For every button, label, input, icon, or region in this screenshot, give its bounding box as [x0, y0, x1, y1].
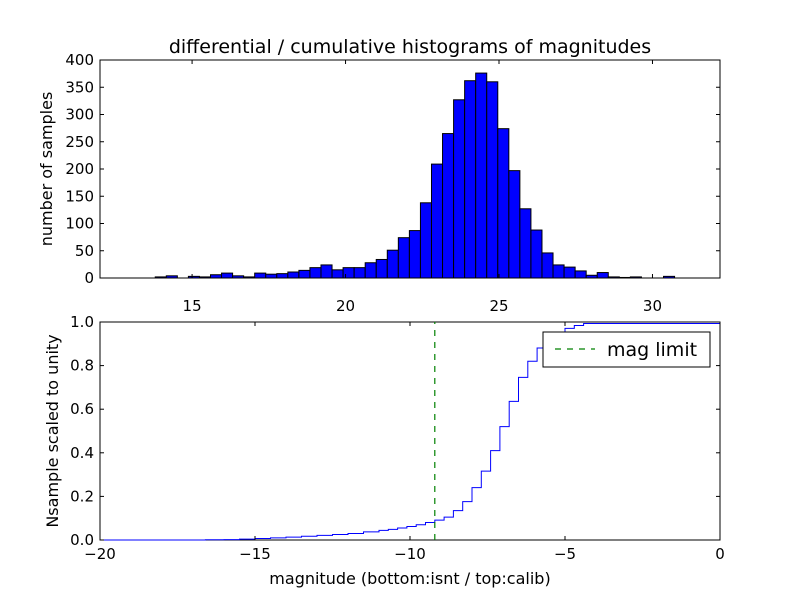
histogram-bar: [331, 269, 344, 279]
x-tick-label: 0: [715, 545, 725, 563]
histogram-bar: [276, 273, 289, 279]
legend: mag limit: [542, 331, 711, 368]
cumulative-step-line: [100, 322, 721, 541]
bottom-y-axis-label: Nsample scaled to unity: [43, 334, 62, 527]
chart-title: differential / cumulative histograms of …: [169, 36, 651, 58]
histogram-bar: [187, 275, 200, 279]
histogram-bar: [287, 271, 300, 279]
y-tick-label: 0.2: [70, 487, 94, 505]
y-tick-label: 250: [65, 133, 94, 151]
y-tick-label: 400: [65, 51, 94, 69]
x-tick-label: −15: [239, 545, 271, 563]
top-y-axis-label: number of samples: [37, 92, 56, 247]
x-tick-label: −5: [554, 545, 576, 563]
y-tick-label: 1.0: [70, 313, 94, 331]
histogram-bar: [629, 276, 642, 279]
histogram-bar: [618, 276, 631, 279]
histogram-bar: [298, 269, 311, 279]
histogram-bar: [232, 275, 245, 279]
histogram-bar: [541, 252, 554, 279]
histogram-bar: [552, 264, 565, 279]
histogram-bar: [464, 80, 477, 279]
histogram-bar: [320, 264, 333, 279]
y-tick-label: 50: [75, 242, 94, 260]
histogram-bar: [453, 99, 466, 279]
histogram-bar: [408, 230, 421, 279]
y-tick-label: 0.0: [70, 531, 94, 549]
y-tick-label: 350: [65, 78, 94, 96]
histogram-bar: [165, 275, 178, 279]
histogram-bar: [243, 276, 256, 279]
histogram-bar: [530, 229, 543, 279]
x-tick-label: −20: [84, 545, 116, 563]
histogram-bar: [475, 72, 488, 279]
histogram-bar: [209, 274, 223, 279]
histogram-bar: [198, 276, 211, 279]
y-tick-label: 0.6: [70, 400, 94, 418]
histogram-bar: [519, 208, 532, 279]
histogram-bar: [364, 262, 377, 279]
x-tick-label: 25: [489, 297, 508, 315]
histogram-bar: [497, 128, 510, 279]
histogram-bar: [397, 237, 410, 279]
y-tick-label: 0.8: [70, 357, 94, 375]
histogram-bar: [663, 275, 676, 279]
histogram-bar: [486, 81, 499, 279]
histogram-bar: [353, 267, 366, 279]
histogram-bar: [563, 266, 576, 279]
histogram-bar: [574, 270, 587, 279]
x-tick-label: −10: [394, 545, 426, 563]
histogram-bar: [154, 276, 167, 279]
histogram-bar: [585, 274, 598, 279]
bottom-y-ticks: 0.0 0.2 0.4 0.6 0.8 1.0: [70, 313, 720, 549]
histogram-bar: [607, 276, 620, 279]
histogram-bars: [154, 72, 676, 279]
y-tick-label: 100: [65, 215, 94, 233]
bottom-x-axis-label: magnitude (bottom:isnt / top:calib): [269, 569, 550, 588]
differential-histogram: 0 50 100 150 200 250 300 350 400 differential / …: [37, 36, 721, 315]
top-y-ticks: 0 50 100 150 200 250 300 350 400: [65, 51, 720, 287]
y-tick-label: 0: [84, 269, 94, 287]
cumulative-histogram: 0.0 0.2 0.4 0.6 0.8 1.0 −20 −15 −10 −5 0 magnitud…: [43, 313, 725, 588]
y-tick-label: 200: [65, 160, 94, 178]
y-tick-label: 150: [65, 187, 94, 205]
histogram-bar: [430, 163, 444, 279]
top-x-tick-labels: 15 20 25 30: [183, 60, 662, 315]
y-tick-label: 300: [65, 106, 94, 124]
histogram-bar: [596, 272, 609, 279]
histogram-bar: [386, 249, 399, 279]
legend-label-mag-limit: mag limit: [607, 339, 697, 361]
histogram-bar: [309, 267, 322, 279]
histogram-bar: [375, 258, 388, 279]
cumulative-plot-area: [100, 322, 721, 541]
histogram-bar: [265, 273, 278, 279]
histogram-bar: [221, 272, 234, 279]
y-tick-label: 0.4: [70, 444, 94, 462]
histogram-bar: [342, 267, 355, 279]
x-tick-label: 20: [336, 297, 355, 315]
x-tick-label: 15: [183, 297, 202, 315]
histogram-bar: [508, 170, 521, 279]
histogram-bar: [254, 272, 267, 279]
histogram-bar: [419, 202, 432, 279]
histogram-bar: [442, 133, 455, 279]
x-tick-label: 30: [643, 297, 662, 315]
bottom-x-ticks: −20 −15 −10 −5 0: [84, 322, 725, 563]
